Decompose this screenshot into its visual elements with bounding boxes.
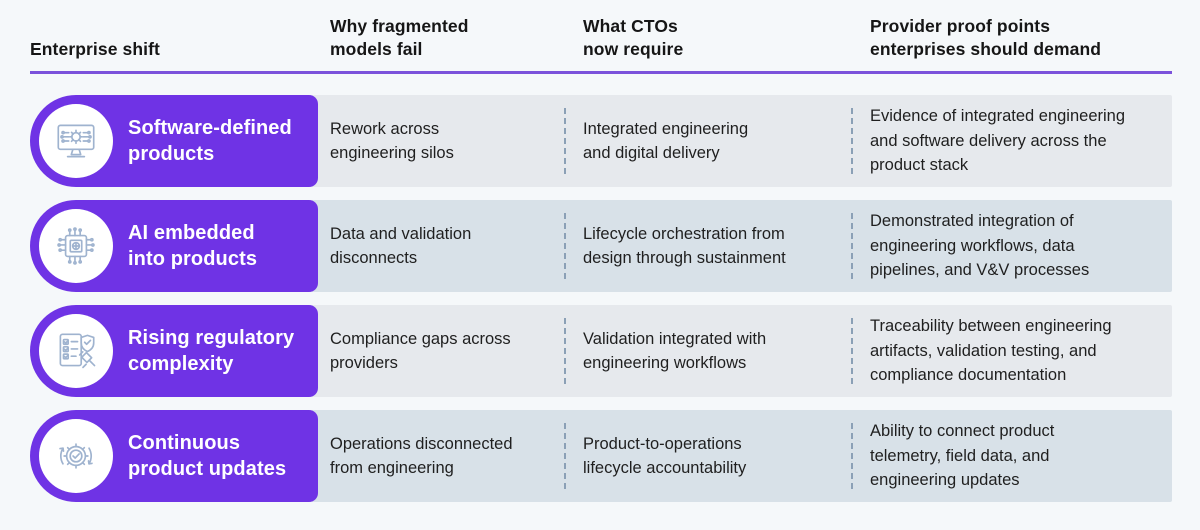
compliance-checklist-icon bbox=[59, 333, 96, 369]
cell-why-fail: Data and validation disconnects bbox=[311, 200, 565, 292]
table-row: Compliance gaps across providers Validat… bbox=[30, 305, 1172, 397]
enterprise-shift-label: Software-defined products bbox=[128, 117, 292, 165]
icon-circle bbox=[39, 314, 113, 388]
cell-ctos-require: Integrated engineering and digital deliv… bbox=[564, 95, 852, 187]
cell-ctos-require: Validation integrated with engineering w… bbox=[564, 305, 852, 397]
microchip-icon bbox=[57, 227, 95, 265]
column-header-why-fragmented-models-fail: Why fragmented models fail bbox=[330, 15, 469, 59]
header-row: Enterprise shift Why fragmented models f… bbox=[30, 0, 1172, 74]
cell-ctos-require: Product-to-operations lifecycle accounta… bbox=[564, 410, 852, 502]
enterprise-shift-pill: AI embedded into products bbox=[30, 200, 318, 292]
enterprise-shift-label: Rising regulatory complexity bbox=[128, 327, 295, 375]
update-cycle-gear-icon bbox=[59, 443, 93, 469]
cell-why-fail: Operations disconnected from engineering bbox=[311, 410, 565, 502]
cell-proof-points: Evidence of integrated engineering and s… bbox=[851, 95, 1172, 187]
table-row: Operations disconnected from engineering… bbox=[30, 410, 1172, 502]
monitor-gear-icon bbox=[57, 124, 95, 158]
enterprise-shift-pill: Software-defined products bbox=[30, 95, 318, 187]
table-body: Rework across engineering silos Integrat… bbox=[30, 95, 1172, 502]
enterprise-shift-label: AI embedded into products bbox=[128, 222, 258, 270]
table-row: Rework across engineering silos Integrat… bbox=[30, 95, 1172, 187]
column-header-what-ctos-now-require: What CTOs now require bbox=[583, 15, 684, 59]
icon-circle bbox=[39, 209, 113, 283]
cell-why-fail: Compliance gaps across providers bbox=[311, 305, 565, 397]
icon-circle bbox=[39, 419, 113, 493]
cell-proof-points: Ability to connect product telemetry, fi… bbox=[851, 410, 1172, 502]
enterprise-shift-pill: Continuous product updates bbox=[30, 410, 318, 502]
table-row: Data and validation disconnects Lifecycl… bbox=[30, 200, 1172, 292]
cell-why-fail: Rework across engineering silos bbox=[311, 95, 565, 187]
column-header-provider-proof-points: Provider proof points enterprises should… bbox=[870, 15, 1102, 59]
column-header-enterprise-shift: Enterprise shift bbox=[30, 38, 160, 59]
enterprise-shift-label: Continuous product updates bbox=[128, 432, 287, 480]
icon-circle bbox=[39, 104, 113, 178]
cell-proof-points: Traceability between engineering artifac… bbox=[851, 305, 1172, 397]
enterprise-shift-pill: Rising regulatory complexity bbox=[30, 305, 318, 397]
cell-proof-points: Demonstrated integration of engineering … bbox=[851, 200, 1172, 292]
cell-ctos-require: Lifecycle orchestration from design thro… bbox=[564, 200, 852, 292]
table: Enterprise shift Why fragmented models f… bbox=[30, 0, 1172, 502]
